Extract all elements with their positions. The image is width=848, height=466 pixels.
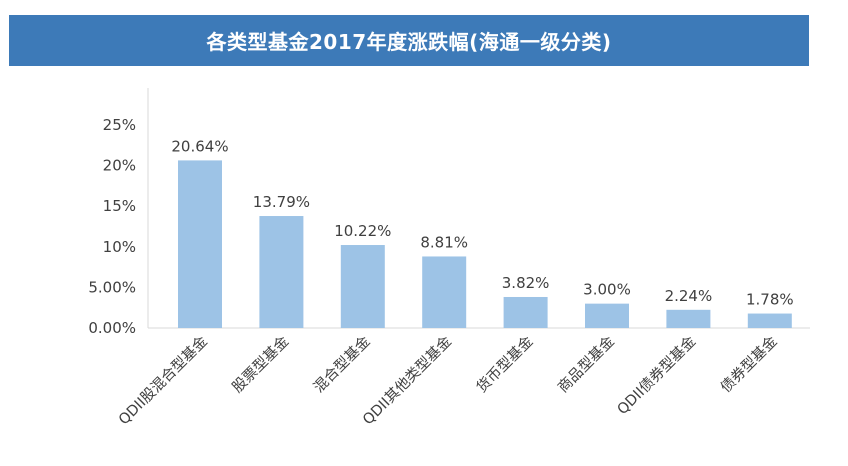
bar (747, 313, 792, 328)
x-tick-label: 货币型基金 (473, 332, 537, 396)
data-label: 3.82% (502, 274, 550, 292)
x-tick-label: 商品型基金 (555, 332, 619, 396)
y-tick-label: 10% (103, 238, 136, 256)
bar (259, 216, 304, 328)
data-label: 3.00% (583, 281, 631, 299)
y-tick-label: 15% (103, 197, 136, 215)
chart-title: 各类型基金2017年度涨跌幅(海通一级分类) (206, 30, 612, 54)
y-tick-label: 25% (103, 116, 136, 134)
bar (422, 256, 467, 328)
y-tick-label: 0.00% (88, 319, 136, 337)
x-tick-label: 混合型基金 (310, 332, 374, 396)
data-label: 1.78% (746, 291, 794, 309)
x-tick-label: QDII债券型基金 (614, 332, 700, 418)
data-labels: 20.64% 13.79% 10.22% 8.81% 3.82% 3.00% 2.24% 1.… (171, 137, 793, 308)
x-tick-label: 债券型基金 (717, 332, 781, 396)
data-label: 10.22% (334, 222, 391, 240)
data-label: 20.64% (171, 137, 228, 155)
y-tick-labels: 25% 20% 15% 10% 5.00% 0.00% (88, 116, 136, 337)
bar (585, 303, 629, 328)
y-tick-label: 5.00% (88, 278, 136, 296)
bar (666, 309, 711, 328)
bar (178, 160, 222, 328)
data-label: 13.79% (253, 193, 310, 211)
x-tick-label: QDII其他类型基金 (359, 332, 455, 428)
x-tick-label: 股票型基金 (229, 332, 293, 396)
chart-title-bar: 各类型基金2017年度涨跌幅(海通一级分类) (9, 15, 809, 66)
x-tick-label: QDII股混合型基金 (115, 332, 211, 428)
data-label: 8.81% (420, 233, 468, 251)
bar (340, 245, 385, 328)
y-tick-label: 20% (103, 157, 136, 175)
data-label: 2.24% (665, 287, 713, 305)
bar (503, 296, 548, 328)
bars (178, 160, 792, 328)
